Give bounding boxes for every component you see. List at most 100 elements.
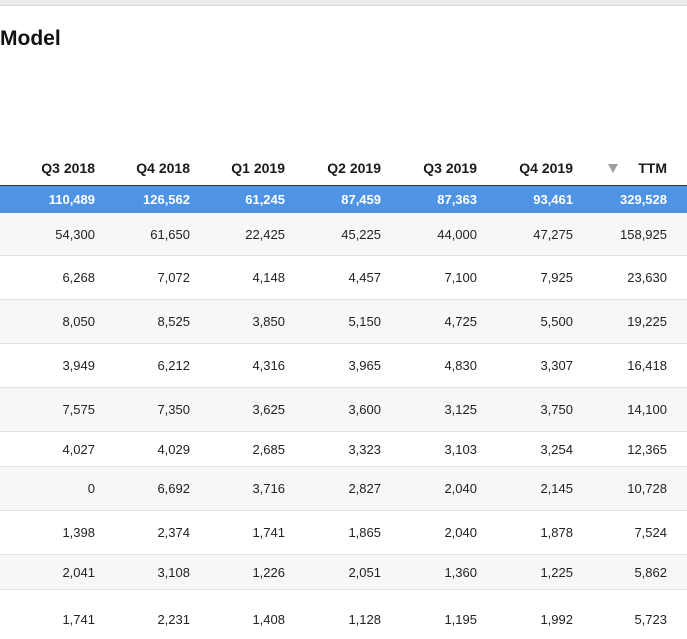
table-cell: 4,029 [104,432,199,467]
table-cell: 4,457 [294,256,390,300]
table-cell: 2,051 [294,555,390,590]
table-cell: 3,323 [294,432,390,467]
table-cell: 1,360 [390,555,486,590]
column-header[interactable]: Q3 2018 [0,151,104,186]
table-cell: 4,725 [390,300,486,344]
table-cell: 3,965 [294,344,390,388]
total-cell: 126,562 [104,186,199,214]
table-cell: 7,072 [104,256,199,300]
table-cell: 7,925 [486,256,582,300]
table-cell: 1,398 [0,511,104,555]
table-cell: 3,125 [390,388,486,432]
table-cell: 1,195 [390,590,486,639]
table-cell: 54,300 [0,213,104,256]
table-cell: 16,418 [582,344,687,388]
table-cell: 7,524 [582,511,687,555]
table-cell: 8,525 [104,300,199,344]
table-cell: 2,041 [0,555,104,590]
table-cell: 5,150 [294,300,390,344]
table-cell: 19,225 [582,300,687,344]
column-header[interactable]: Q1 2019 [199,151,294,186]
table-cell: 1,741 [0,590,104,639]
table-cell: 6,268 [0,256,104,300]
total-cell: 87,363 [390,186,486,214]
table-cell: 2,145 [486,467,582,511]
table-cell: 7,350 [104,388,199,432]
table-cell: 1,225 [486,555,582,590]
table-cell: 0 [0,467,104,511]
table-cell: 1,741 [199,511,294,555]
table-cell: 2,040 [390,467,486,511]
table-cell: 7,575 [0,388,104,432]
table-cell: 47,275 [486,213,582,256]
table-cell: 2,231 [104,590,199,639]
table-cell: 1,865 [294,511,390,555]
column-header[interactable]: Q2 2019 [294,151,390,186]
total-cell: 61,245 [199,186,294,214]
table-cell: 3,850 [199,300,294,344]
table-cell: 1,408 [199,590,294,639]
table-cell: 2,827 [294,467,390,511]
table-cell: 8,050 [0,300,104,344]
table-cell: 1,992 [486,590,582,639]
sort-descending-icon[interactable] [608,164,618,173]
table-cell: 3,254 [486,432,582,467]
total-cell: 110,489 [0,186,104,214]
column-header[interactable]: Q3 2019 [390,151,486,186]
table-cell: 4,830 [390,344,486,388]
table-cell: 3,108 [104,555,199,590]
table-cell: 2,374 [104,511,199,555]
table-cell: 12,365 [582,432,687,467]
column-header[interactable]: Q4 2018 [104,151,199,186]
report-panel: Model Q3 2018 Q4 2018 Q1 2019 Q2 2019 Q3… [0,5,687,639]
column-header-sorted[interactable]: TTM [582,151,687,186]
table-cell: 7,100 [390,256,486,300]
table-cell: 4,316 [199,344,294,388]
table-cell: 3,716 [199,467,294,511]
table-cell: 1,128 [294,590,390,639]
table-cell: 61,650 [104,213,199,256]
table-cell: 5,500 [486,300,582,344]
table-cell: 158,925 [582,213,687,256]
total-cell: 329,528 [582,186,687,214]
total-cell: 87,459 [294,186,390,214]
table-header-row: Q3 2018 Q4 2018 Q1 2019 Q2 2019 Q3 2019 … [0,151,687,186]
table-cell: 3,625 [199,388,294,432]
table-cell: 45,225 [294,213,390,256]
table-cell: 3,600 [294,388,390,432]
table-cell: 6,212 [104,344,199,388]
total-row[interactable]: 110,489 126,562 61,245 87,459 87,363 93,… [0,186,687,214]
table-cell: 5,862 [582,555,687,590]
table-cell: 3,103 [390,432,486,467]
table-cell: 2,685 [199,432,294,467]
column-header[interactable]: Q4 2019 [486,151,582,186]
table-cell: 1,226 [199,555,294,590]
total-cell: 93,461 [486,186,582,214]
table-cell: 3,750 [486,388,582,432]
table-cell: 10,728 [582,467,687,511]
table-cell: 4,148 [199,256,294,300]
table-cell: 1,878 [486,511,582,555]
table-cell: 22,425 [199,213,294,256]
table-cell: 3,949 [0,344,104,388]
data-table: Q3 2018 Q4 2018 Q1 2019 Q2 2019 Q3 2019 … [0,151,687,639]
table-cell: 5,723 [582,590,687,639]
table-cell: 3,307 [486,344,582,388]
table-cell: 14,100 [582,388,687,432]
table-cell: 2,040 [390,511,486,555]
table-cell: 4,027 [0,432,104,467]
page-title: Model [0,27,61,51]
table-cell: 23,630 [582,256,687,300]
table-cell: 44,000 [390,213,486,256]
table-cell: 6,692 [104,467,199,511]
